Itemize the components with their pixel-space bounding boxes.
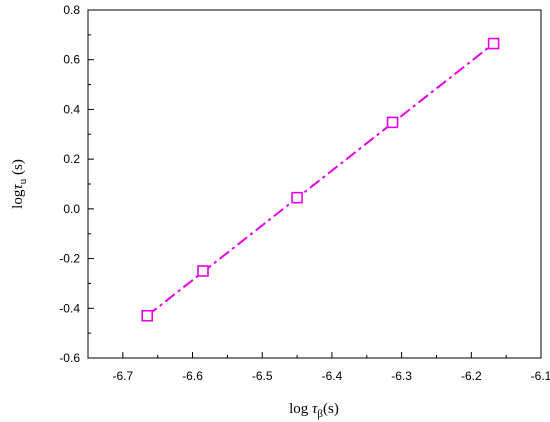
x-axis-label-base: log bbox=[289, 401, 312, 417]
y-tick-label: 0.8 bbox=[63, 3, 80, 17]
x-axis-label: log τβ(s) bbox=[289, 401, 339, 420]
y-axis-ticks: -0.6 -0.4 -0.2 0.0 0.2 0.4 0.6 0.8 bbox=[59, 3, 94, 365]
y-axis-label-unit: (s) bbox=[10, 159, 26, 179]
x-tick-label: -6.5 bbox=[252, 369, 273, 383]
y-axis-label-subscript: u bbox=[17, 178, 29, 184]
x-tick-label: -6.1 bbox=[531, 369, 550, 383]
x-tick-label: -6.4 bbox=[322, 369, 343, 383]
y-tick-label: 0.0 bbox=[63, 202, 80, 216]
data-point bbox=[291, 191, 303, 204]
x-tick-label: -6.3 bbox=[391, 369, 412, 383]
data-points bbox=[141, 37, 500, 322]
y-tick-label: 0.4 bbox=[63, 102, 80, 116]
y-axis-label: logτu (s) bbox=[10, 159, 29, 209]
data-point bbox=[487, 37, 500, 50]
x-tick-label: -6.7 bbox=[113, 369, 134, 383]
y-tick-label: -0.2 bbox=[59, 252, 80, 266]
y-tick-label: -0.6 bbox=[59, 351, 80, 365]
y-tick-label: -0.4 bbox=[59, 301, 80, 315]
x-tick-label: -6.6 bbox=[182, 369, 203, 383]
y-tick-label: 0.6 bbox=[63, 53, 80, 67]
x-axis-label-tau: τ bbox=[312, 401, 318, 417]
x-axis-label-unit: (s) bbox=[323, 401, 339, 417]
x-axis-label-subscript: β bbox=[317, 408, 323, 420]
y-axis-label-tau: τ bbox=[10, 184, 26, 190]
data-point bbox=[386, 116, 399, 129]
x-tick-label: -6.2 bbox=[461, 369, 482, 383]
y-tick-label: 0.2 bbox=[63, 152, 80, 166]
y-axis-label-base: log bbox=[10, 189, 26, 209]
x-axis-ticks: -6.7 -6.6 -6.5 -6.4 -6.3 -6.2 -6.1 bbox=[87, 352, 550, 383]
data-point bbox=[197, 265, 209, 277]
data-point bbox=[141, 309, 154, 322]
